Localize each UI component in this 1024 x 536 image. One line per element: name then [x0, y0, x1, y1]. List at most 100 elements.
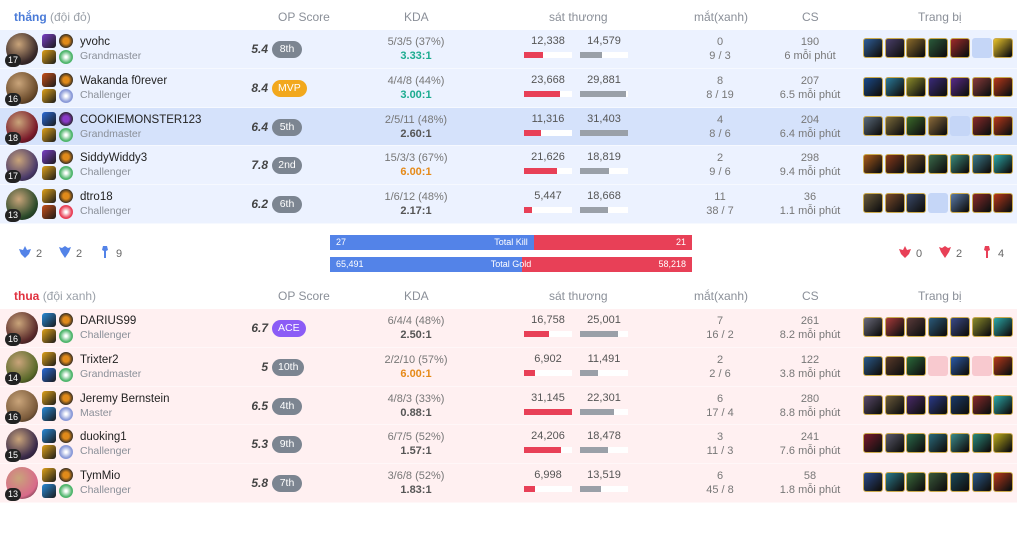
- item-icon[interactable]: [884, 355, 905, 376]
- item-icon[interactable]: [884, 38, 905, 58]
- keystone-rune-icon[interactable]: [59, 390, 73, 405]
- item-icon[interactable]: [884, 472, 905, 493]
- item-icon[interactable]: [928, 115, 949, 136]
- item-icon[interactable]: [949, 154, 970, 175]
- player-row[interactable]: 16 DARIUS99 Challenger 6.7 ACE 6/4/4 (48%) 2.5…: [0, 309, 1017, 348]
- keystone-rune-icon[interactable]: [59, 150, 73, 165]
- trinket-item-icon[interactable]: [993, 76, 1014, 97]
- item-icon[interactable]: [863, 115, 883, 136]
- item-icon[interactable]: [949, 76, 970, 97]
- item-icon[interactable]: [906, 76, 927, 97]
- damage-header[interactable]: sát thương: [549, 10, 608, 24]
- item-icon[interactable]: [906, 317, 927, 337]
- summoner-spell-icon[interactable]: [42, 50, 56, 64]
- secondary-rune-icon[interactable]: [59, 367, 73, 382]
- op-score-header[interactable]: OP Score: [278, 289, 330, 303]
- secondary-rune-icon[interactable]: [59, 205, 73, 220]
- secondary-rune-icon[interactable]: [59, 166, 73, 181]
- item-icon[interactable]: [863, 317, 883, 337]
- item-icon[interactable]: [884, 154, 905, 175]
- item-icon[interactable]: [863, 355, 883, 376]
- item-icon[interactable]: [906, 193, 927, 214]
- secondary-rune-icon[interactable]: [59, 50, 73, 64]
- item-icon[interactable]: [884, 433, 905, 454]
- summoner-name-link[interactable]: duoking1: [80, 431, 127, 444]
- item-icon[interactable]: [906, 355, 927, 376]
- items-header[interactable]: Trang bị: [918, 10, 962, 24]
- item-icon[interactable]: [906, 38, 927, 58]
- player-row[interactable]: 16 Wakanda f0rever Challenger 8.4 MVP 4/4/8 (…: [0, 68, 1017, 108]
- item-icon[interactable]: [971, 472, 992, 493]
- cs-header[interactable]: CS: [802, 10, 819, 24]
- summoner-spell-icon[interactable]: [42, 429, 56, 444]
- summoner-name-link[interactable]: dtro18: [80, 191, 113, 204]
- secondary-rune-icon[interactable]: [59, 445, 73, 460]
- item-icon[interactable]: [949, 394, 970, 415]
- summoner-spell-icon[interactable]: [42, 111, 56, 126]
- item-icon[interactable]: [971, 433, 992, 454]
- item-icon[interactable]: [928, 472, 949, 493]
- player-row[interactable]: 15 duoking1 Challenger 5.3 9th 6/7/5 (52%) 1.5…: [0, 425, 1017, 465]
- keystone-rune-icon[interactable]: [59, 429, 73, 444]
- summoner-spell-icon[interactable]: [42, 468, 56, 483]
- trinket-item-icon[interactable]: [993, 394, 1014, 415]
- item-icon[interactable]: [949, 193, 970, 214]
- summoner-spell-icon[interactable]: [42, 367, 56, 382]
- summoner-name-link[interactable]: TymMio: [80, 470, 121, 483]
- item-icon[interactable]: [949, 472, 970, 493]
- secondary-rune-icon[interactable]: [59, 484, 73, 499]
- summoner-spell-icon[interactable]: [42, 406, 56, 421]
- player-row[interactable]: 17 SiddyWiddy3 Challenger 7.8 2nd 15/3/3 (67%…: [0, 146, 1017, 186]
- summoner-name-link[interactable]: Jeremy Bernstein: [80, 392, 170, 405]
- summoner-name-link[interactable]: yvohc: [80, 36, 111, 48]
- summoner-spell-icon[interactable]: [42, 88, 56, 103]
- item-icon[interactable]: [906, 394, 927, 415]
- wards-header[interactable]: mắt(xanh): [694, 289, 749, 303]
- summoner-spell-icon[interactable]: [42, 72, 56, 87]
- item-icon[interactable]: [928, 154, 949, 175]
- item-icon[interactable]: [949, 317, 970, 337]
- items-header[interactable]: Trang bị: [918, 289, 962, 303]
- kda-header[interactable]: KDA: [404, 10, 429, 24]
- player-row[interactable]: 18 COOKIEMONSTER123 Grandmaster 6.4 5th 2/5/1…: [0, 107, 1017, 147]
- summoner-spell-icon[interactable]: [42, 166, 56, 181]
- item-icon[interactable]: [906, 472, 927, 493]
- summoner-name-link[interactable]: DARIUS99: [80, 315, 137, 327]
- summoner-spell-icon[interactable]: [42, 34, 56, 48]
- player-row[interactable]: 14 Trixter2 Grandmaster 5 10th 2/2/10 (57%) 6.…: [0, 347, 1017, 387]
- player-row[interactable]: 13 dtro18 Challenger 6.2 6th 1/6/12 (48%) 2.17…: [0, 185, 1017, 224]
- keystone-rune-icon[interactable]: [59, 313, 73, 327]
- summoner-name-link[interactable]: Wakanda f0rever: [80, 74, 168, 87]
- item-icon[interactable]: [971, 193, 992, 214]
- summoner-spell-icon[interactable]: [42, 329, 56, 343]
- trinket-item-icon[interactable]: [993, 317, 1014, 337]
- keystone-rune-icon[interactable]: [59, 468, 73, 483]
- item-icon[interactable]: [928, 394, 949, 415]
- kda-header[interactable]: KDA: [404, 289, 429, 303]
- item-icon[interactable]: [928, 317, 949, 337]
- op-score-header[interactable]: OP Score: [278, 10, 330, 24]
- keystone-rune-icon[interactable]: [59, 111, 73, 126]
- keystone-rune-icon[interactable]: [59, 351, 73, 366]
- item-icon[interactable]: [863, 154, 883, 175]
- item-icon[interactable]: [949, 433, 970, 454]
- item-icon[interactable]: [906, 154, 927, 175]
- item-icon[interactable]: [884, 317, 905, 337]
- item-icon[interactable]: [949, 38, 970, 58]
- item-icon[interactable]: [906, 433, 927, 454]
- player-row[interactable]: 16 Jeremy Bernstein Master 6.5 4th 4/8/3 (33%…: [0, 386, 1017, 426]
- item-icon[interactable]: [863, 76, 883, 97]
- summoner-spell-icon[interactable]: [42, 390, 56, 405]
- trinket-item-icon[interactable]: [993, 38, 1014, 58]
- trinket-item-icon[interactable]: [993, 472, 1014, 493]
- item-icon[interactable]: [971, 317, 992, 337]
- keystone-rune-icon[interactable]: [59, 34, 73, 48]
- keystone-rune-icon[interactable]: [59, 189, 73, 204]
- secondary-rune-icon[interactable]: [59, 127, 73, 142]
- summoner-spell-icon[interactable]: [42, 205, 56, 220]
- trinket-item-icon[interactable]: [993, 115, 1014, 136]
- damage-header[interactable]: sát thương: [549, 289, 608, 303]
- secondary-rune-icon[interactable]: [59, 88, 73, 103]
- item-icon[interactable]: [863, 433, 883, 454]
- secondary-rune-icon[interactable]: [59, 406, 73, 421]
